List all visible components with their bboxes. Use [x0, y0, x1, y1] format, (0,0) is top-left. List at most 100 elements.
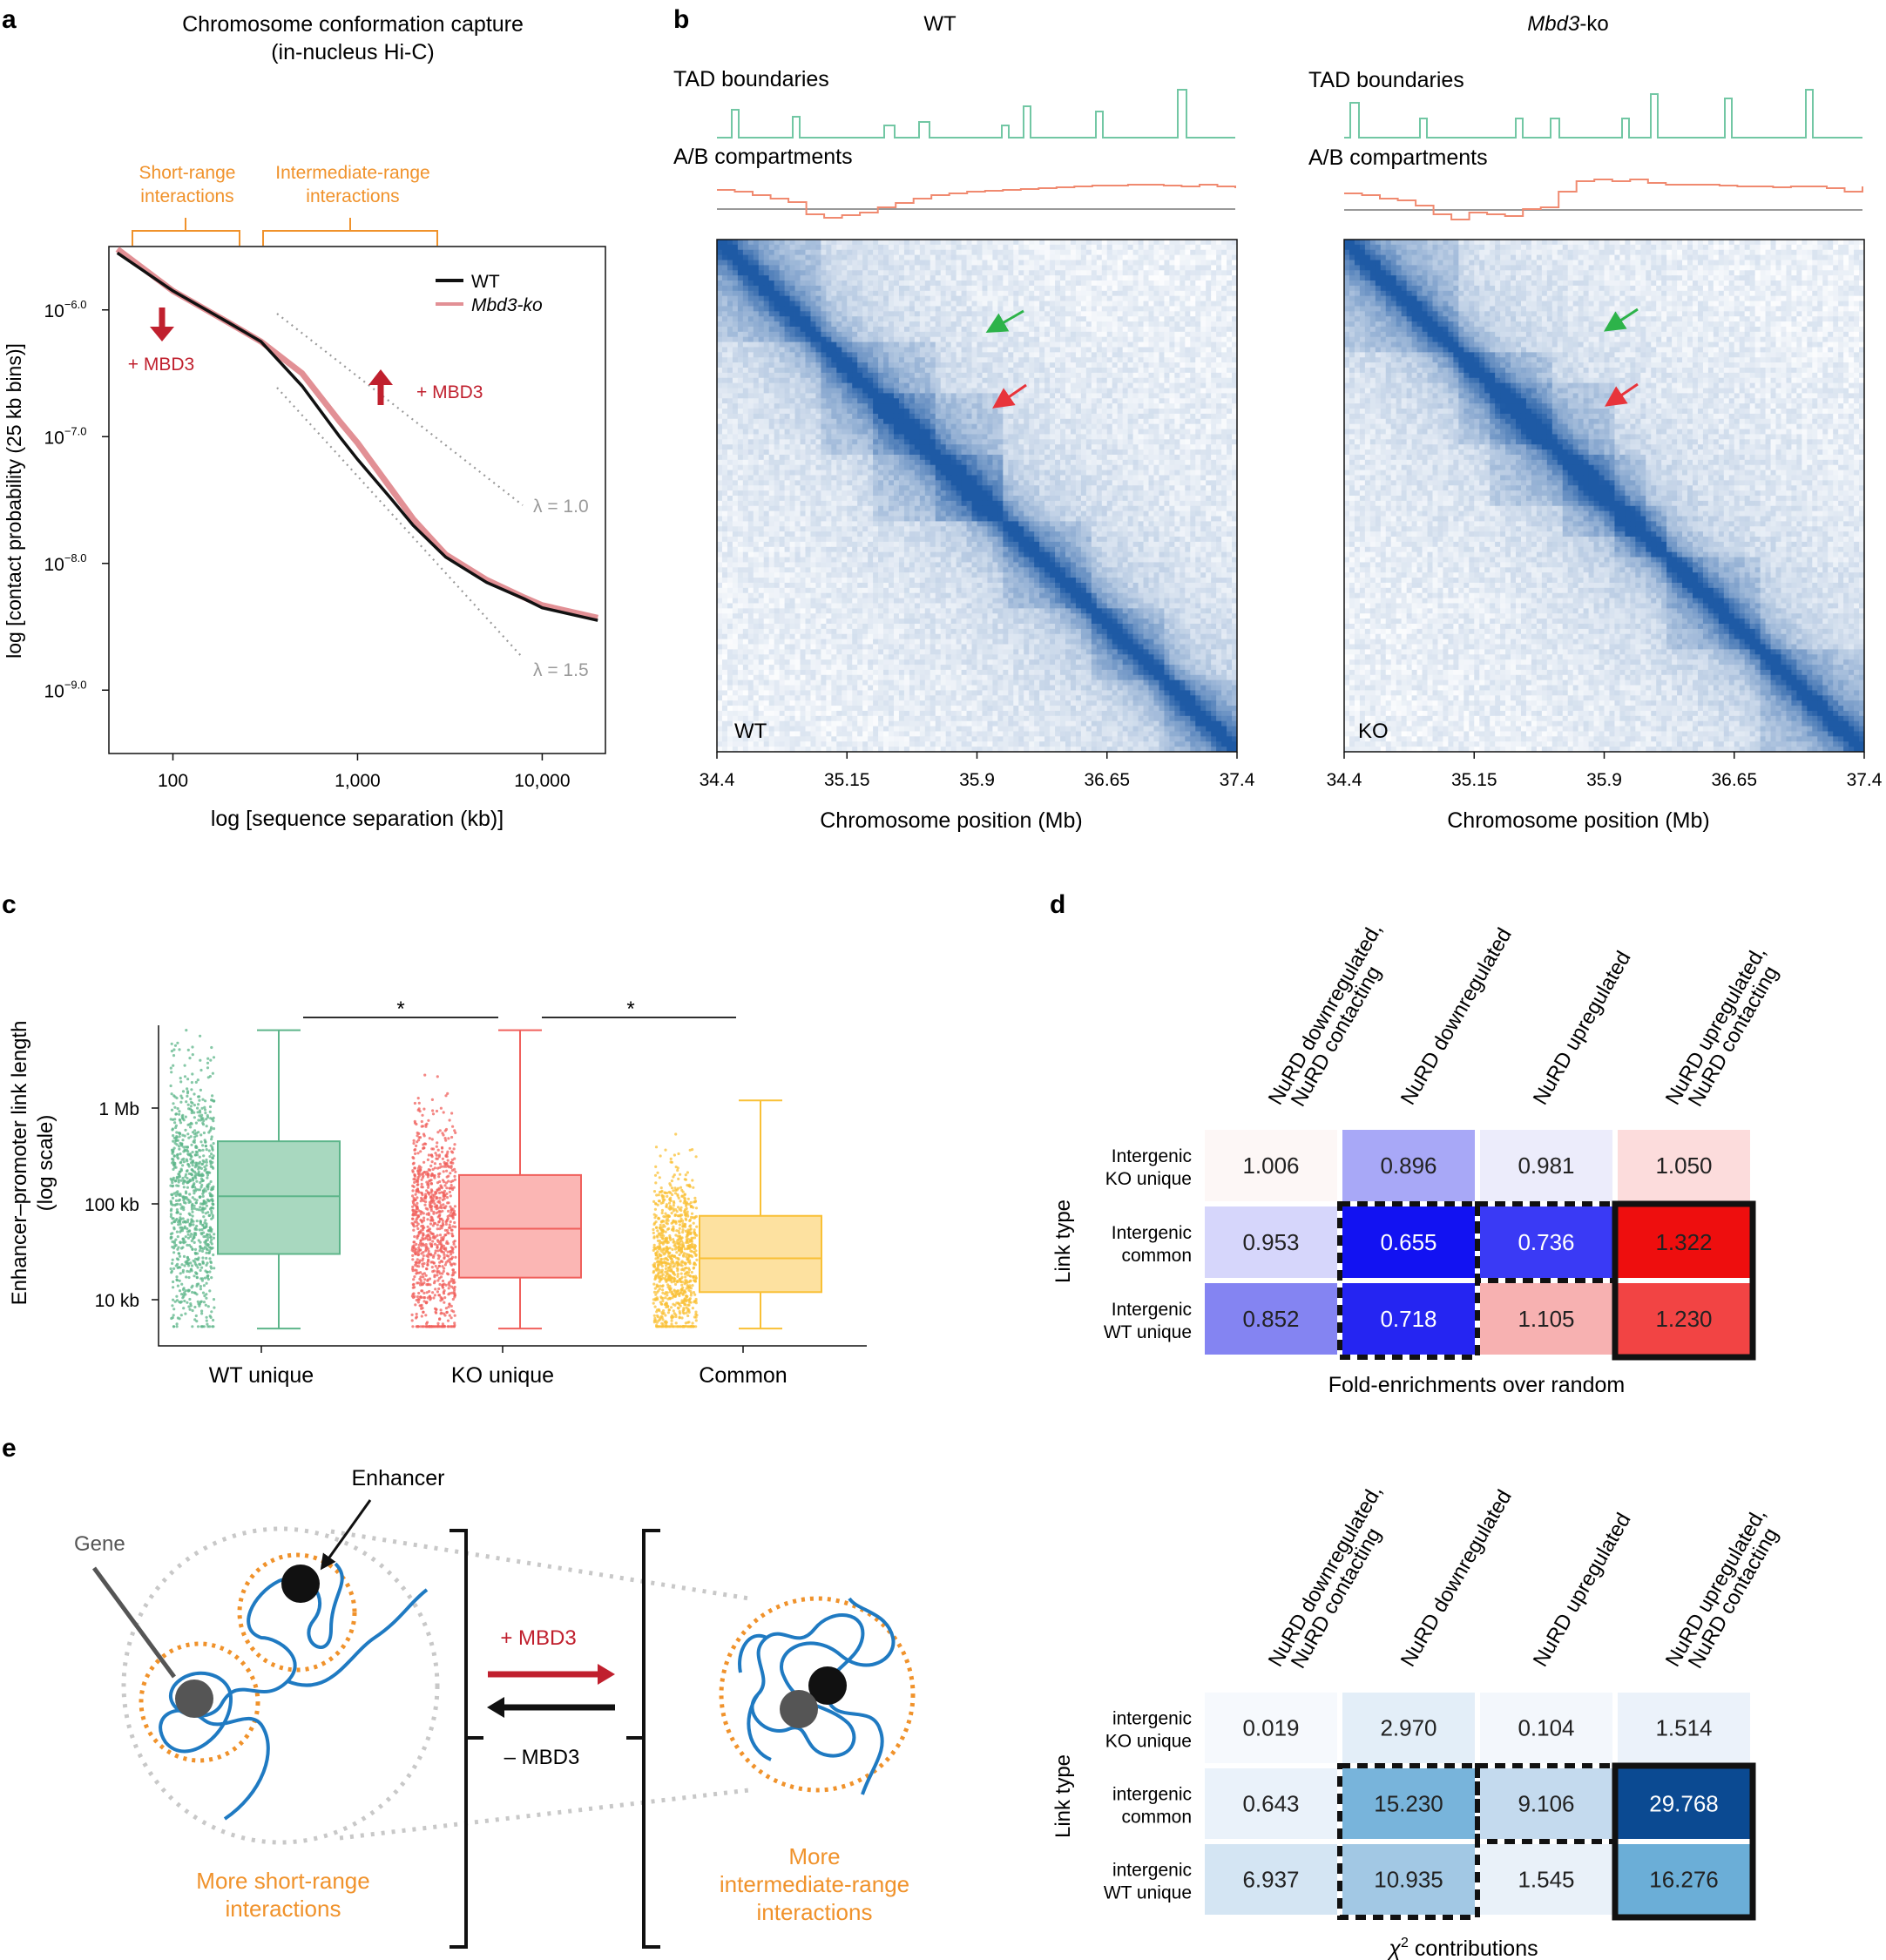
contact-cell	[780, 250, 785, 255]
contact-cell	[1102, 316, 1107, 321]
contact-cell	[780, 275, 785, 280]
contact-cell	[748, 260, 754, 266]
contact-cell	[946, 245, 951, 250]
contact-cell	[951, 275, 957, 280]
contact-cell	[941, 275, 946, 280]
contact-cell	[1071, 265, 1076, 270]
contact-cell	[1034, 301, 1039, 307]
contact-cell	[1211, 306, 1216, 311]
contact-cell	[1107, 245, 1112, 250]
contact-cell	[1211, 286, 1216, 291]
contact-cell	[857, 275, 862, 280]
contact-cell	[889, 240, 894, 245]
contact-cell	[1153, 245, 1159, 250]
contact-cell	[836, 296, 842, 301]
contact-cell	[1169, 275, 1174, 280]
contact-cell	[1029, 286, 1034, 291]
contact-cell	[1034, 296, 1039, 301]
contact-cell	[785, 265, 790, 270]
contact-cell	[1123, 260, 1128, 266]
contact-cell	[967, 316, 972, 321]
contact-cell	[1044, 311, 1050, 316]
contact-cell	[1200, 275, 1206, 280]
contact-cell	[1195, 265, 1200, 270]
contact-cell	[894, 301, 899, 307]
contact-cell	[754, 260, 759, 266]
contact-cell	[873, 301, 878, 307]
a-xtick-label: 100	[158, 771, 188, 791]
contact-cell	[810, 265, 815, 270]
contact-cell	[857, 296, 862, 301]
contact-cell	[852, 250, 857, 255]
contact-cell	[1086, 291, 1092, 296]
contact-cell	[733, 270, 738, 275]
contact-cell	[842, 265, 847, 270]
contact-cell	[831, 296, 836, 301]
contact-cell	[1055, 255, 1060, 260]
contact-cell	[836, 301, 842, 307]
contact-cell	[972, 296, 977, 301]
contact-cell	[997, 240, 1003, 245]
contact-cell	[1055, 286, 1060, 291]
contact-cell	[842, 240, 847, 245]
contact-cell	[1216, 255, 1221, 260]
contact-cell	[1153, 250, 1159, 255]
contact-cell	[894, 275, 899, 280]
contact-cell	[1065, 291, 1071, 296]
contact-cell	[878, 291, 883, 296]
contact-cell	[1190, 270, 1195, 275]
contact-cell	[972, 301, 977, 307]
contact-cell	[769, 250, 774, 255]
contact-cell	[962, 270, 967, 275]
contact-cell	[722, 245, 727, 250]
contact-cell	[826, 306, 831, 311]
contact-cell	[743, 306, 748, 311]
contact-cell	[769, 280, 774, 286]
contact-cell	[941, 306, 946, 311]
contact-cell	[764, 306, 769, 311]
contact-cell	[972, 265, 977, 270]
contact-cell	[873, 291, 878, 296]
contact-cell	[936, 316, 941, 321]
contact-cell	[1174, 296, 1180, 301]
contact-cell	[1071, 286, 1076, 291]
contact-cell	[1195, 260, 1200, 266]
contact-cell	[810, 250, 815, 255]
contact-cell	[785, 296, 790, 301]
contact-cell	[847, 250, 852, 255]
contact-cell	[842, 316, 847, 321]
contact-cell	[1086, 311, 1092, 316]
contact-cell	[987, 311, 992, 316]
contact-cell	[894, 316, 899, 321]
contact-cell	[977, 301, 983, 307]
contact-cell	[759, 240, 764, 245]
contact-cell	[1055, 250, 1060, 255]
contact-cell	[967, 260, 972, 266]
contact-cell	[831, 275, 836, 280]
contact-cell	[847, 260, 852, 266]
contact-cell	[852, 301, 857, 307]
panel-a-title-1: Chromosome conformation capture	[182, 12, 524, 37]
contact-cell	[1185, 265, 1190, 270]
contact-cell	[774, 296, 780, 301]
contact-cell	[1076, 255, 1081, 260]
contact-cell	[1003, 265, 1008, 270]
contact-cell	[1060, 250, 1065, 255]
contact-cell	[878, 296, 883, 301]
contact-cell	[1144, 296, 1149, 301]
contact-cell	[941, 240, 946, 245]
contact-cell	[1086, 306, 1092, 311]
contact-cell	[1097, 296, 1102, 301]
contact-cell	[1112, 245, 1118, 250]
contact-cell	[826, 245, 831, 250]
contact-cell	[1211, 265, 1216, 270]
contact-cell	[805, 311, 810, 316]
contact-cell	[733, 291, 738, 296]
short-range-label-1: Short-range	[139, 163, 236, 183]
contact-cell	[810, 316, 815, 321]
contact-cell	[1092, 250, 1097, 255]
contact-cell	[1159, 301, 1164, 307]
contact-cell	[904, 275, 909, 280]
contact-cell	[873, 316, 878, 321]
contact-cell	[1050, 286, 1055, 291]
